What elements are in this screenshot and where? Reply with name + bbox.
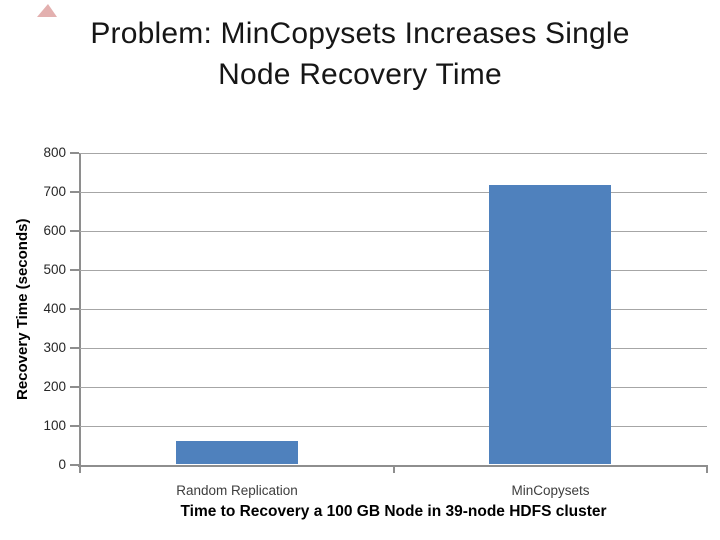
y-tick-label-400: 400	[43, 301, 66, 316]
y-axis-tick-800	[70, 152, 79, 154]
y-tick-label-600: 600	[43, 223, 66, 238]
y-tick-label-700: 700	[43, 184, 66, 199]
category-label-mincopysets: MinCopysets	[511, 483, 590, 498]
y-axis-tick-700	[70, 191, 79, 193]
bar-mincopysets	[489, 185, 612, 464]
y-axis-tick-500	[70, 269, 79, 271]
slide-title-line1: Problem: MinCopysets Increases Single	[90, 17, 630, 50]
y-tick-label-300: 300	[43, 340, 66, 355]
x-axis-title: Time to Recovery a 100 GB Node in 39-nod…	[180, 503, 607, 520]
y-tick-label-500: 500	[43, 262, 66, 277]
bar-chart-plot-area: Time to Recovery a 100 GB Node in 39-nod…	[43, 145, 708, 520]
slide-title-line2: Node Recovery Time	[218, 58, 502, 92]
y-axis-tick-200	[70, 386, 79, 388]
gridline-100	[80, 426, 707, 427]
y-axis-tick-0	[70, 464, 79, 466]
gridline-400	[80, 309, 707, 310]
x-axis-tick-1	[392, 467, 395, 473]
y-axis-line	[79, 153, 81, 470]
y-tick-label-100: 100	[43, 418, 66, 433]
x-axis-tick-0	[79, 467, 81, 473]
gridline-500	[80, 270, 707, 271]
x-axis-line	[78, 465, 708, 467]
bar-random-replication	[175, 441, 298, 464]
gridline-200	[80, 387, 707, 388]
gridline-600	[80, 231, 707, 232]
y-tick-label-200: 200	[43, 379, 66, 394]
category-label-random-replication: Random Replication	[176, 483, 298, 498]
y-axis-tick-600	[70, 230, 79, 232]
y-axis-tick-100	[70, 425, 79, 427]
gridline-800	[80, 153, 707, 154]
y-tick-label-0: 0	[58, 457, 66, 472]
x-axis-tick-2	[706, 467, 708, 473]
slide-title: Problem: MinCopysets Increases Single No…	[40, 13, 680, 95]
y-axis-tick-300	[70, 347, 79, 349]
y-axis-tick-400	[70, 308, 79, 310]
gridline-300	[80, 348, 707, 349]
gridline-700	[80, 192, 707, 193]
y-tick-label-800: 800	[43, 145, 66, 160]
